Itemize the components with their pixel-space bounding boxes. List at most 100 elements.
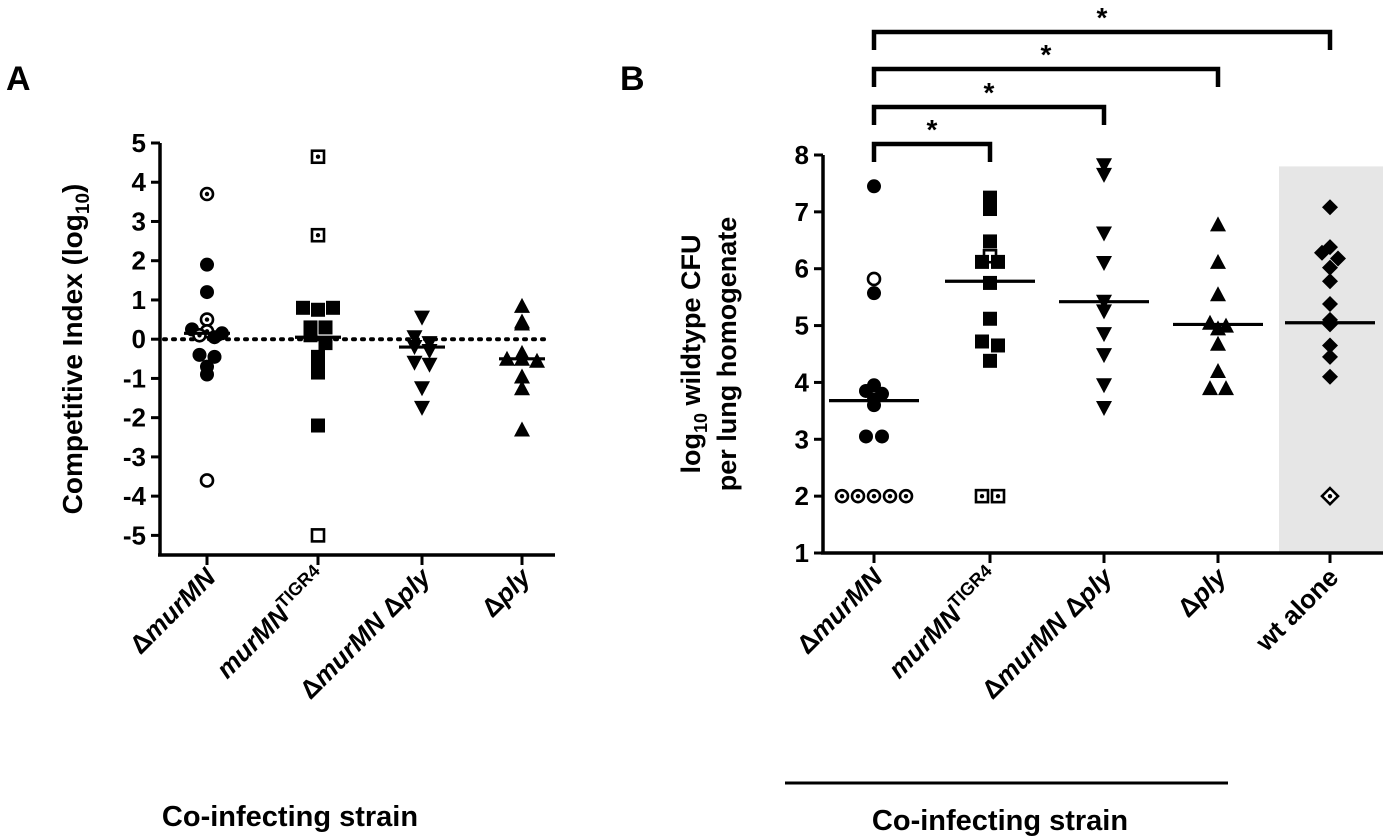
- panel-b-point: [1322, 316, 1338, 333]
- panel-b-x-tick-label-3: Δply: [1171, 561, 1233, 623]
- panel-b-point-center-dot: [995, 493, 1001, 499]
- panel-b-point: [1096, 378, 1112, 394]
- panel-b-point: [1096, 304, 1112, 320]
- panel-a-point-center-dot: [315, 154, 321, 159]
- panel-b-point-center-dot: [903, 493, 909, 499]
- panel-b-point: [1210, 253, 1226, 269]
- y-title-text: log: [676, 433, 706, 474]
- panel-b-point: [1322, 348, 1338, 365]
- panel-b-point: [1322, 273, 1338, 290]
- panel-b-y-tick-label: 3: [795, 424, 809, 454]
- panel-a-x-axis-title: Co-infecting strain: [162, 801, 418, 833]
- tick-gene: murMN: [307, 606, 392, 691]
- panel-b-point: [867, 286, 881, 301]
- panel-b-point: [991, 254, 1005, 269]
- panel-a-point-center-dot: [315, 233, 321, 238]
- panel-b-point: [1096, 401, 1112, 417]
- significance-star: *: [1097, 2, 1108, 33]
- panel-b-point: [983, 353, 997, 368]
- panel-b-point: [975, 254, 989, 269]
- y-title-text: wildtype CFU: [676, 234, 706, 413]
- panel-b-point: [1210, 335, 1226, 351]
- panel-b-point: [1314, 244, 1330, 261]
- panel-b-point-center-dot: [887, 493, 893, 499]
- significance-star: *: [1041, 39, 1052, 70]
- y-title-text: per lung homogenate: [712, 217, 742, 492]
- y-title-subscript: 10: [73, 193, 94, 214]
- panel-b-point: [983, 190, 997, 205]
- significance-bracket: [871, 141, 993, 162]
- panel-a-point-center-dot: [204, 191, 210, 197]
- panel-a-y-tick-label: 0: [132, 324, 146, 354]
- panel-b-point: [1322, 199, 1338, 216]
- y-title-text: ): [57, 184, 88, 193]
- tick-superscript: TIGR4: [272, 561, 324, 613]
- panel-a-point: [296, 300, 310, 315]
- panel-b-point: [867, 179, 881, 194]
- tick-gene: murMN: [882, 599, 967, 684]
- significance-star: *: [984, 77, 995, 108]
- panel-b-point: [1096, 327, 1112, 343]
- panel-b-point: [983, 275, 997, 290]
- panel-b-point: [1096, 158, 1112, 174]
- panel-a-y-tick-label: 1: [132, 285, 146, 315]
- panel-a-point: [326, 300, 340, 315]
- panel-b-point-center-dot: [979, 493, 985, 499]
- panel-b-point: [1210, 320, 1226, 336]
- panel-label-a: A: [6, 60, 31, 98]
- panel-a-point: [414, 310, 430, 326]
- panel-b-y-axis-title: per lung homogenate: [712, 217, 742, 492]
- panel-a-point: [200, 367, 214, 382]
- panel-a-y-axis-title: Competitive Index (log10): [57, 184, 94, 515]
- panel-b-point: [1096, 167, 1112, 183]
- panel-b-y-axis-title: log10 wildtype CFU: [676, 234, 711, 473]
- panel-b-point: [866, 271, 882, 287]
- tick-superscript: TIGR4: [944, 561, 996, 613]
- panel-a-x-tick-label-0: ΔmurMN: [123, 561, 222, 660]
- panel-b-point: [1330, 250, 1346, 267]
- tick-gene: murMN: [989, 606, 1074, 691]
- panel-a-point: [310, 528, 326, 543]
- significance-star: *: [927, 114, 938, 145]
- y-title-text: Competitive Index (log: [57, 214, 88, 514]
- panel-a-y-tick-label: -3: [123, 442, 146, 472]
- panel-b-point: [1096, 256, 1112, 272]
- panel-a-point: [303, 328, 318, 343]
- panel-b-point-center-dot: [855, 493, 861, 499]
- panel-a-point: [318, 336, 333, 351]
- panel-b-x-tick-label-0: ΔmurMN: [790, 561, 889, 660]
- tick-gene: murMN: [210, 599, 295, 684]
- chart-panel-b: 8 7 6 5 4 3 2 1 log10 wildtype CFU per lung homog…: [676, 2, 1383, 785]
- panel-b-x-tick-label-2: ΔmurMN Δply: [976, 561, 1120, 705]
- panel-a-point: [406, 355, 423, 371]
- significance-bracket: [871, 29, 1333, 50]
- panel-b-point: [1210, 286, 1226, 302]
- panel-b-x-tick-label-1: murMNTIGR4: [881, 561, 1004, 684]
- panel-a-point: [514, 315, 530, 331]
- y-title-subscript: 10: [691, 413, 711, 433]
- panel-b-point: [1322, 368, 1338, 385]
- significance-bracket: [871, 104, 1107, 125]
- panel-a-y-tick-label: -2: [123, 403, 146, 433]
- panel-label-b: B: [620, 60, 645, 98]
- panel-a-point: [514, 297, 530, 313]
- panel-a-point: [311, 302, 325, 317]
- panel-b-point: [1096, 348, 1112, 364]
- panel-b-point: [1202, 380, 1218, 396]
- panel-b-point: [1322, 295, 1338, 312]
- panel-a-point: [514, 368, 530, 384]
- panel-a-point: [421, 336, 438, 352]
- panel-a-point: [192, 347, 207, 362]
- panel-a-y-tick-label: -1: [123, 363, 146, 393]
- panel-b-y-tick-label: 5: [795, 311, 809, 341]
- tick-gene: murMN: [137, 561, 222, 646]
- panel-b-point: [983, 311, 997, 326]
- panel-a-y-tick-label: 2: [132, 246, 146, 276]
- panel-b-point: [991, 338, 1005, 353]
- panel-b-point: [859, 429, 873, 444]
- panel-b-point: [1210, 216, 1226, 232]
- panel-b-point: [975, 334, 989, 349]
- panel-b-point: [1210, 363, 1226, 379]
- panel-b-y-tick-label: 2: [795, 481, 809, 511]
